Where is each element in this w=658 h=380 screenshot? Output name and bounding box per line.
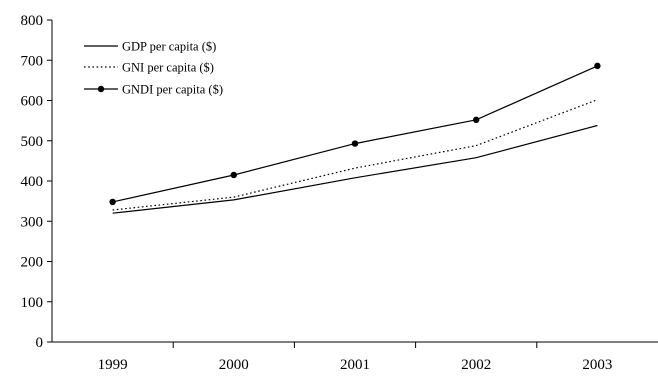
y-tick-label: 400 — [21, 174, 44, 190]
data-point — [473, 116, 480, 124]
data-point — [109, 198, 116, 206]
x-tick-label: 2003 — [582, 357, 612, 373]
legend-label-3: GNDI per capita ($) — [122, 83, 223, 97]
legend-marker — [97, 85, 105, 93]
x-tick-label: 2002 — [461, 357, 491, 373]
series-line-1 — [112, 124, 598, 214]
y-tick-label: 600 — [21, 94, 44, 110]
legend-label-1: GDP per capita ($) — [122, 40, 216, 54]
y-tick-label: 200 — [21, 255, 44, 271]
y-tick-label: 300 — [21, 214, 44, 230]
x-tick-label: 1999 — [98, 357, 128, 373]
y-tick-label: 500 — [21, 134, 44, 150]
y-tick-label: 0 — [36, 335, 44, 351]
legend-label-2: GNI per capita ($) — [122, 61, 214, 75]
data-point — [230, 171, 237, 179]
y-tick-label: 100 — [21, 295, 44, 311]
y-tick-label: 700 — [21, 53, 44, 69]
series-line-2 — [112, 99, 598, 211]
x-tick-label: 2000 — [219, 357, 249, 373]
data-point — [351, 140, 359, 147]
data-point — [594, 62, 601, 70]
y-tick-label: 800 — [21, 13, 44, 29]
x-tick-label: 2001 — [340, 357, 370, 373]
